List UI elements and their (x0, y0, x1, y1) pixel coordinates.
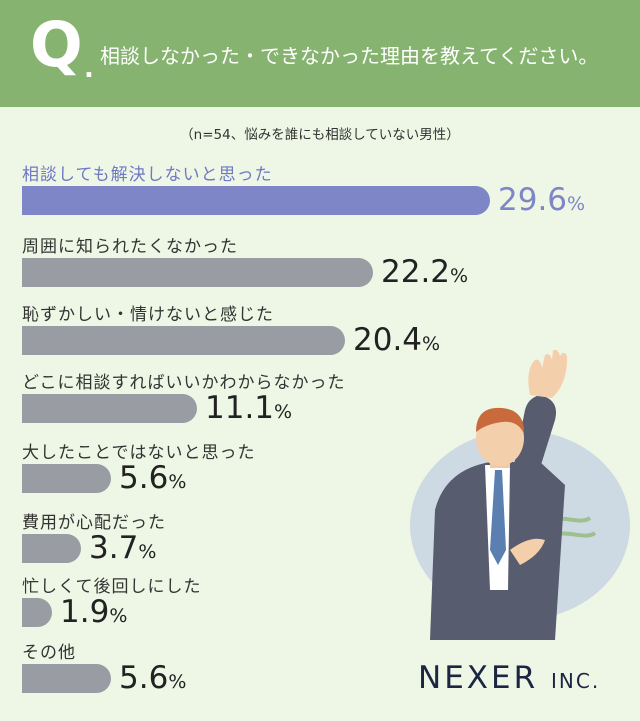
question-title: 相談しなかった・できなかった理由を教えてください。 (100, 44, 599, 68)
value-unit: % (168, 671, 187, 693)
value-number: 5.6 (119, 460, 169, 496)
value-unit: % (274, 401, 293, 423)
value-unit: % (450, 265, 469, 287)
bar (22, 394, 197, 423)
header-banner: Q . 相談しなかった・できなかった理由を教えてください。 (0, 0, 640, 107)
value-unit: % (422, 333, 441, 355)
value-unit: % (109, 605, 128, 627)
value-number: 22.2 (381, 254, 451, 290)
value-label: 20.4% (353, 325, 440, 356)
value-number: 3.7 (89, 530, 139, 566)
category-label: 忙しくて後回しにした (22, 577, 202, 597)
value-unit: % (138, 541, 157, 563)
value-label: 1.9% (60, 597, 127, 628)
category-label: 費用が心配だった (22, 513, 166, 533)
category-label: 恥ずかしい・情けないと感じた (22, 305, 274, 325)
category-label: その他 (22, 643, 76, 663)
value-unit: % (567, 193, 586, 215)
bar (22, 186, 490, 215)
logo-suffix: INC. (551, 669, 601, 693)
value-number: 29.6 (498, 182, 568, 218)
value-label: 11.1% (205, 393, 292, 424)
value-number: 1.9 (60, 594, 110, 630)
value-label: 22.2% (381, 257, 468, 288)
value-number: 20.4 (353, 322, 423, 358)
bar (22, 326, 345, 355)
value-number: 11.1 (205, 390, 275, 426)
value-label: 5.6% (119, 663, 186, 694)
q-letter: Q (30, 8, 83, 81)
category-label: どこに相談すればいいかわからなかった (22, 373, 346, 393)
value-label: 29.6% (498, 185, 585, 216)
category-label: 大したことではないと思った (22, 443, 256, 463)
bar (22, 664, 111, 693)
value-label: 5.6% (119, 463, 186, 494)
bar (22, 534, 81, 563)
man-illustration (410, 350, 630, 640)
value-number: 5.6 (119, 660, 169, 696)
nexer-logo: NEXER INC. (418, 660, 600, 696)
category-label: 周囲に知られたくなかった (22, 237, 238, 257)
value-unit: % (168, 471, 187, 493)
bar (22, 464, 111, 493)
value-label: 3.7% (89, 533, 156, 564)
logo-name: NEXER (418, 660, 539, 696)
bar (22, 598, 52, 627)
bar (22, 258, 373, 287)
sample-note: （n=54、悩みを誰にも相談していない男性） (180, 127, 460, 143)
q-dot: . (84, 54, 94, 84)
category-label: 相談しても解決しないと思った (22, 165, 273, 185)
